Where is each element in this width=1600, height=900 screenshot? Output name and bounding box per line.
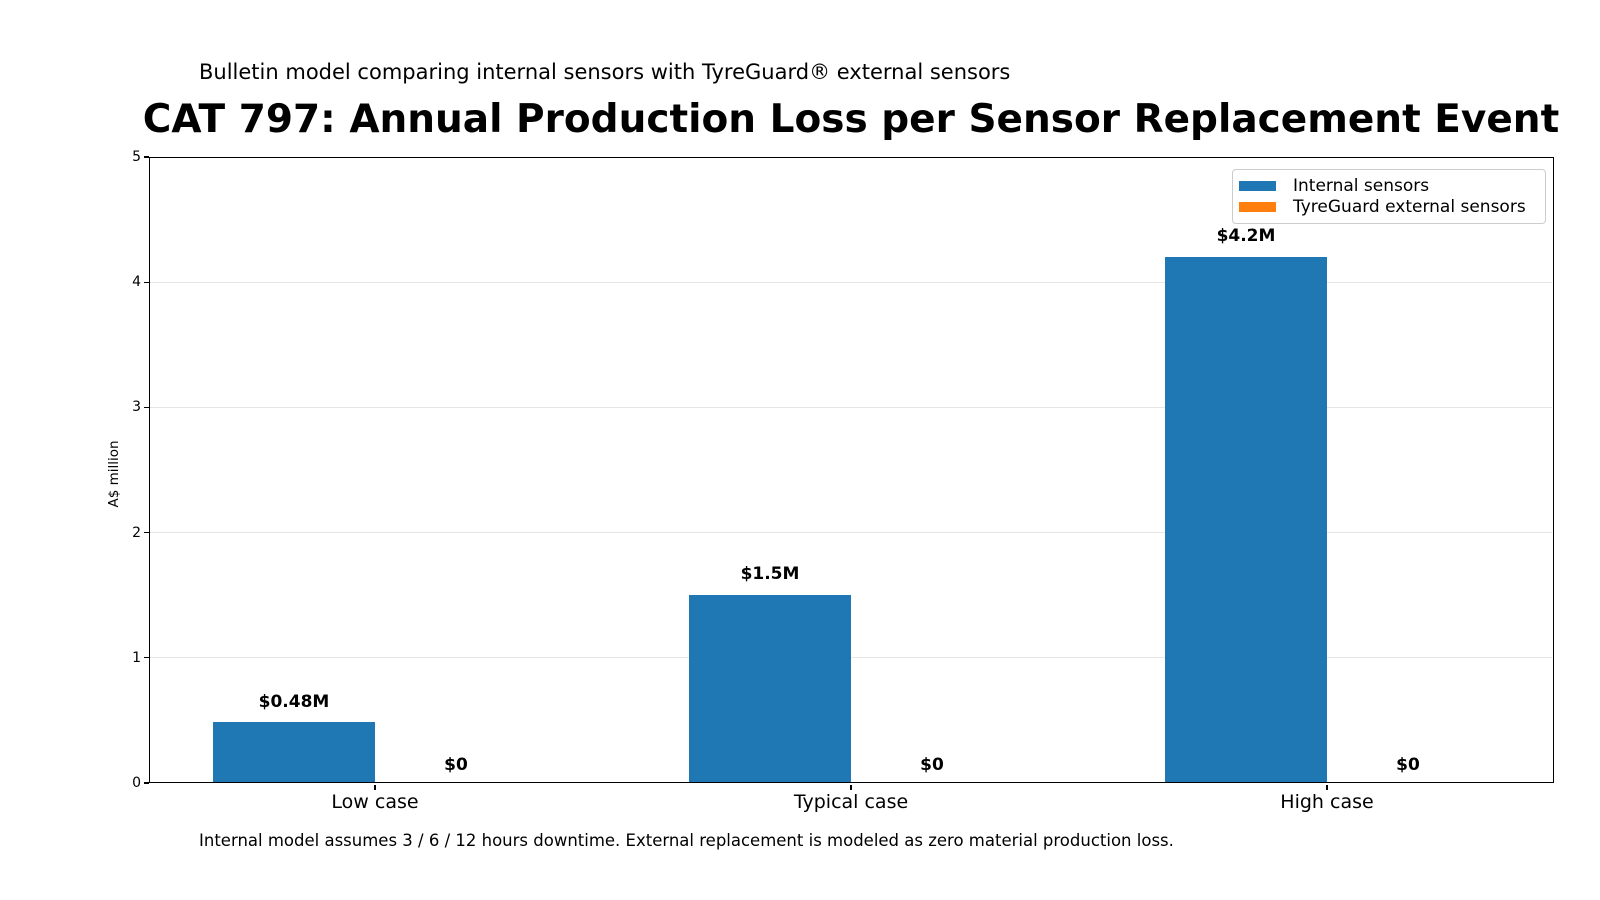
y-tick-mark [144,782,149,784]
y-tick-mark [144,406,149,408]
bar-value-label: $0 [920,755,944,775]
legend-swatch-external-sensors-icon [1239,202,1276,212]
bar-value-label: $4.2M [1216,226,1276,247]
bar-internal-3 [1164,256,1327,783]
y-tick-mark [144,532,149,534]
legend-label-internal-sensors: Internal sensors [1293,176,1430,196]
legend-label-external-sensors: TyreGuard external sensors [1293,197,1526,217]
y-tick-mark [144,156,149,158]
y-tick-label: 3 [132,399,141,416]
chart-subtitle: Bulletin model comparing internal sensor… [199,60,1011,84]
legend-swatch-internal-sensors-icon [1239,181,1276,191]
gridline [150,406,1552,408]
y-tick-label: 4 [132,274,141,291]
chart-title: CAT 797: Annual Production Loss per Sens… [142,97,1560,142]
y-tick-label: 1 [132,649,141,666]
legend: Internal sensors TyreGuard external sens… [1232,169,1546,224]
plot-area [149,157,1554,783]
y-tick-label: 0 [132,775,141,791]
gridline [150,657,1552,659]
x-tick-label: Typical case [793,791,909,813]
gridline [150,281,1552,283]
bar-value-label: $0 [444,755,468,775]
chart-footnote: Internal model assumes 3 / 6 / 12 hours … [199,831,1174,850]
y-tick-label: 5 [132,149,141,165]
bar-value-label: $1.5M [740,564,800,585]
bar-value-label: $0.48M [258,691,330,712]
y-tick-label: 2 [132,524,141,541]
y-tick-mark [144,281,149,283]
x-tick-mark [374,784,376,790]
bar-internal-2 [688,594,851,783]
x-tick-mark [1326,784,1328,790]
x-tick-label: Low case [331,791,419,813]
gridline [150,532,1552,534]
bar-value-label: $0 [1396,755,1420,775]
bar-internal-1 [212,722,375,783]
legend-item-external-sensors: TyreGuard external sensors [1239,197,1537,217]
x-tick-label: High case [1280,791,1374,813]
legend-item-internal-sensors: Internal sensors [1239,176,1537,196]
y-axis-label: A$ million [106,440,122,508]
y-tick-mark [144,657,149,659]
x-tick-mark [850,784,852,790]
